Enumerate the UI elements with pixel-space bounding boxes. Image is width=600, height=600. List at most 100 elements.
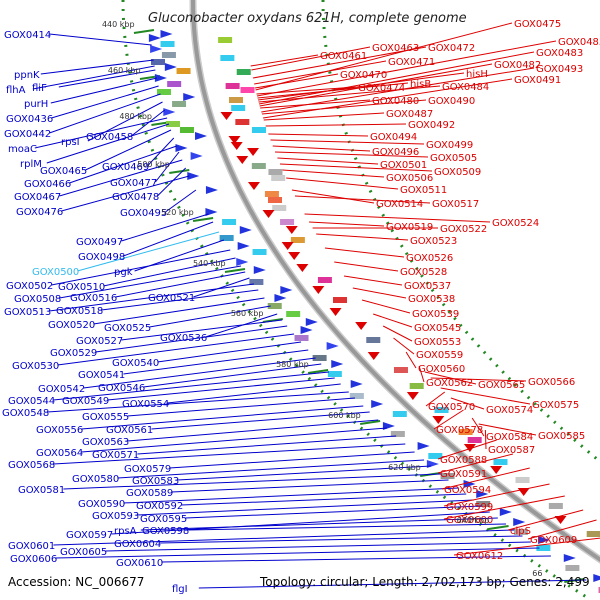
gene-label[interactable]: GOX0565 xyxy=(478,380,525,391)
gene-label[interactable]: GOX0480 xyxy=(372,96,419,107)
gene-label[interactable]: GOX0605 xyxy=(60,547,107,558)
gene-label[interactable]: purH xyxy=(24,99,48,110)
gene-label[interactable]: GOX0490 xyxy=(428,96,475,107)
gene-label[interactable]: GOX0517 xyxy=(432,199,479,210)
gene-label[interactable]: GOX0600 xyxy=(446,515,493,526)
gene-label[interactable]: GOX0519 xyxy=(386,222,433,233)
gene-label[interactable]: GOX0563 xyxy=(82,437,129,448)
gene-label[interactable]: GOX0584 xyxy=(486,432,533,443)
gene-label[interactable]: GOX0525 xyxy=(104,323,151,334)
gene-label[interactable]: flgI xyxy=(172,584,188,595)
gene-label[interactable]: GOX0513 xyxy=(4,307,51,318)
gene-label[interactable]: GOX0581 xyxy=(18,485,65,496)
gene-label[interactable]: GOX0502 xyxy=(6,281,53,292)
gene-label[interactable]: rpsA xyxy=(114,526,137,537)
gene-label[interactable]: GOX0466 xyxy=(24,179,71,190)
gene-label[interactable]: GOX0467 xyxy=(14,192,61,203)
gene-label[interactable]: GOX0609 xyxy=(530,535,577,546)
gene-label[interactable]: GOX0597 xyxy=(66,530,113,541)
gene-label[interactable]: GOX0522 xyxy=(440,224,487,235)
gene-label[interactable]: GOX0516 xyxy=(70,293,117,304)
gene-label[interactable]: GOX0606 xyxy=(10,554,57,565)
gene-label[interactable]: GOX0598 xyxy=(142,526,189,537)
gene-label[interactable]: moaC xyxy=(8,144,37,155)
gene-label[interactable]: GOX0484 xyxy=(442,82,489,93)
gene-label[interactable]: flhA xyxy=(6,85,26,96)
gene-label[interactable]: GOX0520 xyxy=(48,320,95,331)
gene-label[interactable]: GOX0461 xyxy=(320,51,367,62)
gene-label[interactable]: GOX0601 xyxy=(8,541,55,552)
gene-label[interactable]: ppnK xyxy=(14,70,40,81)
gene-label[interactable]: GOX0498 xyxy=(78,252,125,263)
gene-label[interactable]: GOX0508 xyxy=(14,294,61,305)
gene-label[interactable]: rplM xyxy=(20,159,42,170)
gene-label[interactable]: GOX0485 xyxy=(558,37,600,48)
gene-label[interactable]: GOX0604 xyxy=(114,539,161,550)
gene-label[interactable]: GOX0470 xyxy=(340,70,387,81)
gene-label[interactable]: GOX0555 xyxy=(82,412,129,423)
gene-label[interactable]: rpsI xyxy=(61,137,80,148)
gene-label[interactable]: GOX0554 xyxy=(122,399,169,410)
gene-label[interactable]: GOX0544 xyxy=(8,396,55,407)
gene-label[interactable]: GOX0476 xyxy=(16,207,63,218)
gene-label[interactable]: GOX0549 xyxy=(62,396,109,407)
gene-label[interactable]: GOX0487 xyxy=(386,109,433,120)
gene-label[interactable]: GOX0580 xyxy=(72,474,119,485)
gene-label[interactable]: GOX0523 xyxy=(410,236,457,247)
gene-label[interactable]: GOX0568 xyxy=(8,460,55,471)
gene-label[interactable]: hisB xyxy=(410,79,431,90)
gene-label[interactable]: GOX0587 xyxy=(488,445,535,456)
gene-label[interactable]: GOX0556 xyxy=(36,425,83,436)
gene-label[interactable]: GOX0553 xyxy=(414,337,461,348)
gene-label[interactable]: GOX0583 xyxy=(132,476,179,487)
gene-label[interactable]: GOX0491 xyxy=(514,75,561,86)
gene-label[interactable]: pgk xyxy=(114,267,133,278)
gene-label[interactable]: GOX0599 xyxy=(446,502,493,513)
gene-label[interactable]: GOX0458 xyxy=(86,132,133,143)
gene-label[interactable]: hisH xyxy=(466,69,488,80)
gene-label[interactable]: GOX0471 xyxy=(388,57,435,68)
gene-label[interactable]: GOX0510 xyxy=(58,282,105,293)
gene-label[interactable]: GOX0593 xyxy=(92,511,139,522)
gene-label[interactable]: GOX0521 xyxy=(148,293,195,304)
gene-label[interactable]: GOX0610 xyxy=(116,558,163,569)
gene-label[interactable]: GOX0589 xyxy=(126,488,173,499)
gene-label[interactable]: GOX0590 xyxy=(78,499,125,510)
gene-label[interactable]: GOX0442 xyxy=(4,129,51,140)
gene-label[interactable]: GOX0529 xyxy=(50,348,97,359)
gene-label[interactable]: GOX0560 xyxy=(418,364,465,375)
gene-label[interactable]: GOX0579 xyxy=(124,464,171,475)
gene-label[interactable]: GOX0527 xyxy=(76,336,123,347)
gene-label[interactable]: GOX0526 xyxy=(406,253,453,264)
gene-label[interactable]: GOX0478 xyxy=(112,192,159,203)
gene-label[interactable]: GOX0591 xyxy=(440,469,487,480)
gene-label[interactable]: GOX0482 xyxy=(494,60,541,71)
gene-label[interactable]: GOX0509 xyxy=(434,167,481,178)
gene-label[interactable]: GOX0499 xyxy=(426,140,473,151)
gene-label[interactable]: GOX0518 xyxy=(56,306,103,317)
gene-label[interactable]: GOX0571 xyxy=(92,450,139,461)
gene-label[interactable]: GOX0475 xyxy=(514,19,561,30)
gene-label[interactable]: GOX0501 xyxy=(380,160,427,171)
gene-label[interactable]: clpS xyxy=(510,526,531,537)
gene-label[interactable]: GOX0574 xyxy=(486,405,533,416)
gene-label[interactable]: GOX0561 xyxy=(106,425,153,436)
gene-label[interactable]: GOX0497 xyxy=(76,237,123,248)
gene-label[interactable]: GOX0493 xyxy=(536,64,583,75)
gene-label[interactable]: GOX0463 xyxy=(372,43,419,54)
gene-label[interactable]: GOX0542 xyxy=(38,384,85,395)
gene-label[interactable]: GOX0540 xyxy=(112,358,159,369)
gene-label[interactable]: GOX0511 xyxy=(400,185,447,196)
gene-label[interactable]: GOX0539 xyxy=(412,309,459,320)
gene-label[interactable]: GOX0612 xyxy=(456,551,503,562)
gene-label[interactable]: fliF xyxy=(32,83,47,94)
gene-label[interactable]: GOX0575 xyxy=(532,400,579,411)
gene-label[interactable]: GOX0495 xyxy=(120,208,167,219)
gene-label[interactable]: GOX0524 xyxy=(492,218,539,229)
gene-label[interactable]: GOX0537 xyxy=(404,281,451,292)
gene-label[interactable]: GOX0496 xyxy=(372,147,419,158)
gene-label[interactable]: GOX0469 xyxy=(102,162,149,173)
gene-label[interactable]: GOX0545 xyxy=(414,323,461,334)
gene-label[interactable]: GOX0530 xyxy=(12,361,59,372)
gene-label[interactable]: GOX0595 xyxy=(140,514,187,525)
